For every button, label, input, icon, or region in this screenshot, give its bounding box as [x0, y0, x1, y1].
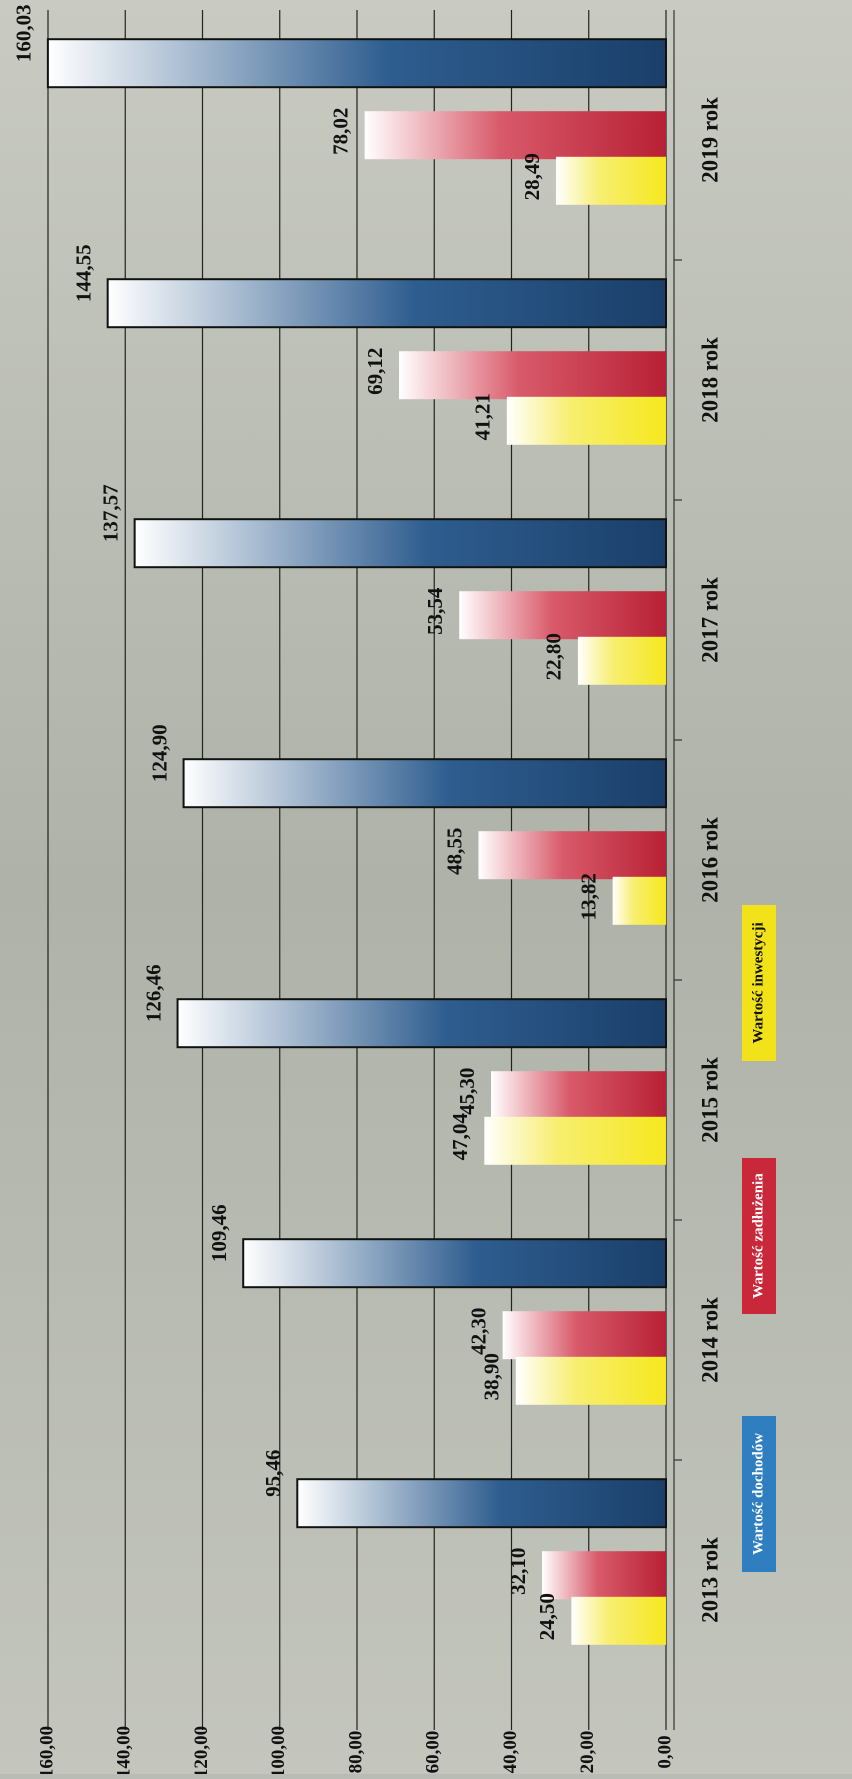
bar-income — [176, 998, 667, 1049]
data-label: 47,04 — [448, 1113, 472, 1161]
y-tick-label: 80,00 — [345, 1731, 366, 1774]
y-tick-label: 120,00 — [191, 1726, 212, 1774]
bar-debt — [542, 1551, 666, 1600]
data-label: 13,82 — [576, 873, 600, 920]
bar-investment — [506, 396, 666, 445]
y-tick-label: 140,00 — [114, 1726, 135, 1774]
bar-income — [133, 518, 668, 569]
y-tick-label: 40,00 — [500, 1731, 521, 1774]
data-label: 144,55 — [71, 244, 95, 302]
bar-investment — [571, 1596, 666, 1645]
data-label: 78,02 — [328, 108, 352, 155]
category-label: 2018 rok — [697, 337, 722, 423]
data-label: 137,57 — [98, 484, 122, 542]
category-label: 2013 rok — [697, 1537, 722, 1623]
bar-debt — [399, 351, 666, 400]
data-label: 22,80 — [542, 633, 566, 680]
bar-investment — [515, 1356, 666, 1405]
bar-income — [182, 758, 667, 809]
bars-layer — [46, 38, 668, 1645]
data-label: 53,54 — [423, 587, 447, 635]
legend-label: Wartość inwestycji — [750, 922, 766, 1043]
legend: Wartość dochodów Wartość zadłużenia Wartoś… — [742, 905, 776, 1572]
legend-label: Wartość dochodów — [750, 1433, 766, 1555]
legend-swatch — [742, 905, 776, 1061]
data-label: 48,55 — [442, 828, 466, 875]
legend-swatch — [742, 1158, 776, 1314]
bar-income — [242, 1238, 667, 1289]
data-label: 28,49 — [520, 153, 544, 200]
data-label: 42,30 — [466, 1308, 490, 1355]
category-label: 2014 rok — [697, 1297, 722, 1383]
data-label: 24,50 — [535, 1593, 559, 1640]
bar-debt — [459, 591, 666, 640]
category-label: 2017 rok — [697, 577, 722, 663]
data-label: 38,90 — [480, 1353, 504, 1400]
ticks-layer: 0,00 20,00 40,00 60,00 80,00 100,00 120,00 140,… — [36, 97, 722, 1778]
bar-income — [106, 278, 668, 329]
bar-debt — [491, 1071, 666, 1120]
category-label: 2016 rok — [697, 817, 722, 903]
bar-debt — [502, 1311, 666, 1360]
legend-label: Wartość zadłużenia — [750, 1173, 766, 1299]
bar-debt — [478, 831, 666, 880]
data-label: 32,10 — [506, 1548, 530, 1595]
data-label: 124,90 — [147, 724, 171, 782]
category-label: 2019 rok — [697, 97, 722, 183]
bar-investment — [612, 876, 666, 925]
y-tick-label: 20,00 — [577, 1731, 598, 1774]
data-label: 160,03 — [12, 4, 36, 62]
data-label: 95,46 — [261, 1450, 285, 1497]
bar-income — [46, 38, 667, 89]
data-label: 109,46 — [207, 1204, 231, 1262]
legend-swatch — [742, 1416, 776, 1572]
data-label: 69,12 — [363, 348, 387, 395]
y-tick-label: 160,00 — [36, 1726, 57, 1774]
y-tick-label: 100,00 — [268, 1726, 289, 1774]
data-label: 45,30 — [455, 1068, 479, 1115]
y-tick-label: 0,00 — [654, 1735, 675, 1768]
bar-debt — [364, 111, 666, 160]
category-label: 2015 rok — [697, 1057, 722, 1143]
data-label: 41,21 — [471, 393, 495, 440]
bar-investment — [577, 636, 666, 685]
bar-investment — [555, 156, 666, 205]
y-tick-label: 60,00 — [423, 1731, 444, 1774]
data-label: 126,46 — [141, 964, 165, 1022]
bar-income — [296, 1478, 667, 1529]
bar-investment — [484, 1116, 666, 1165]
